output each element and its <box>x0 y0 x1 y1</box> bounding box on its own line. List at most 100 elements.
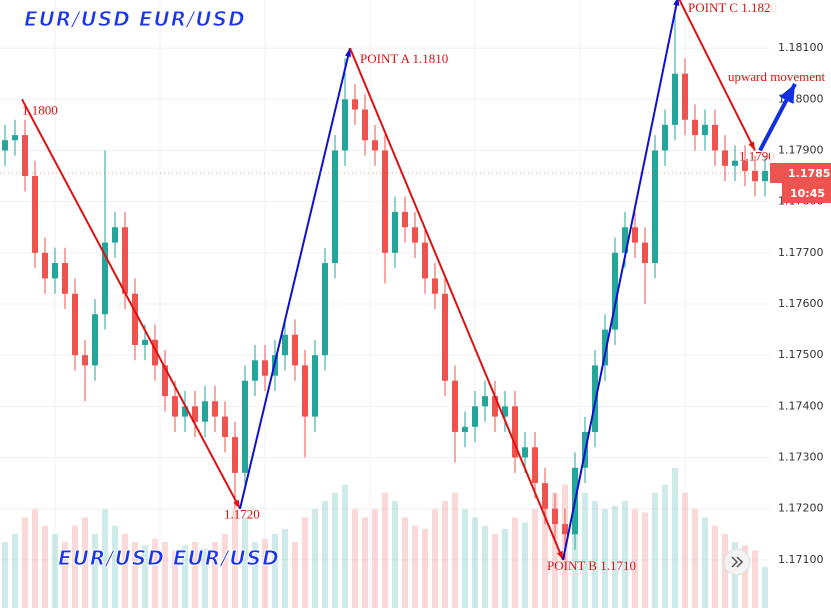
volume-bar <box>302 517 308 608</box>
volume-bar <box>32 509 38 608</box>
arrow-head <box>556 550 563 560</box>
y-tick-label: 1.17400 <box>778 399 824 412</box>
volume-bar <box>462 509 468 608</box>
volume-bar <box>162 542 168 608</box>
candle-body <box>42 252 48 279</box>
candle-body <box>72 293 78 356</box>
candle-body <box>342 99 348 151</box>
volume-bar <box>522 522 528 608</box>
volume-bar <box>52 533 58 608</box>
candle-body <box>742 160 748 171</box>
candle-body <box>182 406 188 417</box>
volume-bar <box>142 545 148 608</box>
y-tick-label: 1.17100 <box>778 553 824 566</box>
point-label: 1.1800 <box>22 102 58 117</box>
volume-bar <box>552 492 558 608</box>
candle-body <box>382 150 388 253</box>
candle-body <box>522 447 528 458</box>
candle-body <box>232 437 238 473</box>
candle-body <box>82 355 88 366</box>
y-tick-label: 1.17900 <box>778 143 824 156</box>
volume-bar <box>472 517 478 608</box>
volume-bar <box>212 542 218 608</box>
trend-line <box>239 47 351 509</box>
volume-bar <box>102 509 108 608</box>
scroll-button[interactable] <box>723 548 751 576</box>
volume-bar <box>492 533 498 608</box>
candle-body <box>62 263 68 294</box>
volume-bar <box>342 484 348 608</box>
candle-body <box>612 252 618 330</box>
volume-bar <box>322 500 328 608</box>
y-tick-label: 1.17500 <box>778 348 824 361</box>
candle-body <box>682 73 688 120</box>
volume-bar <box>652 492 658 608</box>
candle-body <box>172 396 178 417</box>
volume-bar <box>352 509 358 608</box>
volume-bar <box>282 528 288 608</box>
candle-body <box>312 355 318 417</box>
arrow-head <box>748 141 755 151</box>
volume-bar <box>542 500 548 608</box>
candle-body <box>722 150 728 166</box>
candle-body <box>472 406 478 427</box>
volume-bar <box>132 542 138 608</box>
candle-body <box>202 401 208 422</box>
volume-bar <box>622 500 628 608</box>
candle-body <box>402 211 408 228</box>
projection-arrow-head <box>779 83 795 104</box>
arrow-label: upward movement <box>728 69 826 84</box>
volume-bar <box>362 517 368 608</box>
candle-body <box>442 293 448 381</box>
candle-body <box>162 365 168 397</box>
scroll-icon[interactable] <box>731 556 744 568</box>
volume-bar <box>392 500 398 608</box>
candle-body <box>752 170 758 182</box>
point-label: POINT B 1.1710 <box>547 558 636 573</box>
candle-body <box>642 242 648 264</box>
volume-bar <box>262 538 268 608</box>
volume-bar <box>92 533 98 608</box>
last-price-badge <box>770 162 831 183</box>
candle-body <box>692 119 698 136</box>
volume-bar <box>412 525 418 608</box>
candle-body <box>292 334 298 366</box>
volume-bar <box>752 550 758 608</box>
time-label: 10:45 <box>790 187 825 200</box>
candle-body <box>412 227 418 243</box>
candle-body <box>2 140 8 151</box>
last-price-label: 1.17856 <box>788 167 831 180</box>
candle-body <box>672 73 678 125</box>
volume-bar <box>432 509 438 608</box>
volume-bar <box>232 509 238 608</box>
candle-body <box>552 508 558 525</box>
y-tick-label: 1.17300 <box>778 451 824 464</box>
candle-body <box>102 242 108 315</box>
candle-body <box>332 150 338 264</box>
volume-bar <box>452 492 458 608</box>
candle-body <box>22 135 28 177</box>
overlay-layer: upward movement 1.17856 10:45 <box>0 69 831 203</box>
volume-bar <box>682 492 688 608</box>
price-axis-panel <box>770 0 831 608</box>
candle-body <box>52 263 58 279</box>
volume-bar <box>742 545 748 608</box>
volume-bar <box>592 500 598 608</box>
candle-body <box>302 365 308 417</box>
candle-body <box>732 160 738 166</box>
volume-bar <box>172 550 178 608</box>
candle-body <box>142 339 148 345</box>
candle-body <box>362 109 368 141</box>
candle-body <box>92 314 98 366</box>
volume-bar <box>762 566 768 608</box>
candle-body <box>632 227 638 243</box>
arrow-head <box>345 48 352 58</box>
candle-body <box>12 135 18 141</box>
volume-layer <box>2 468 768 608</box>
trend-line <box>349 47 564 561</box>
candle-body <box>502 406 508 417</box>
candle-body <box>222 416 228 438</box>
watermark: EUR/USD EUR/USD <box>58 546 280 570</box>
candle-body <box>602 329 608 366</box>
